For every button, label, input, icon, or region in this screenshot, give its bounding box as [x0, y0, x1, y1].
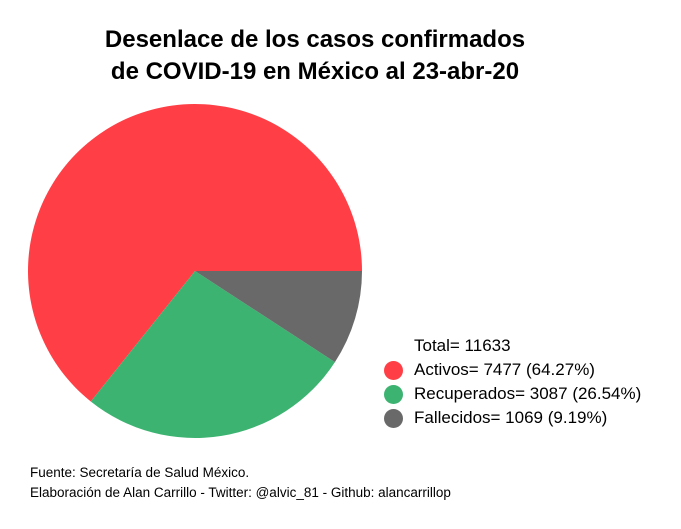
legend-item-activos: Activos= 7477 (64.27%) — [384, 358, 641, 382]
chart-title: Desenlace de los casos confirmados de CO… — [0, 24, 630, 88]
legend-label-recuperados: Recuperados= 3087 (26.54%) — [414, 384, 642, 403]
chart-footer: Fuente: Secretaría de Salud México. Elab… — [30, 463, 451, 503]
legend-item-recuperados: Recuperados= 3087 (26.54%) — [384, 382, 641, 406]
legend-total: Total= 11633 — [414, 336, 511, 355]
pie-slice-recuperados — [90, 271, 335, 439]
legend-swatch-activos — [384, 360, 403, 380]
pie-slice-activos — [27, 104, 363, 402]
legend-label-activos: Activos= 7477 (64.27%) — [414, 360, 595, 379]
pie-slice-fallecidos — [195, 271, 362, 363]
legend-swatch-fallecidos — [384, 408, 403, 428]
legend-swatch-recuperados — [384, 384, 403, 404]
legend-item-fallecidos: Fallecidos= 1069 (9.19%) — [384, 406, 641, 430]
chart-legend: Total= 11633 Activos= 7477 (64.27%) Recu… — [384, 334, 641, 430]
chart-title-line-2: de COVID-19 en México al 23-abr-20 — [110, 58, 520, 85]
footer-credit: Elaboración de Alan Carrillo - Twitter: … — [30, 485, 451, 500]
footer-source: Fuente: Secretaría de Salud México. — [30, 465, 250, 480]
chart-title-line-1: Desenlace de los casos confirmados — [104, 26, 526, 53]
legend-label-fallecidos: Fallecidos= 1069 (9.19%) — [414, 408, 608, 427]
